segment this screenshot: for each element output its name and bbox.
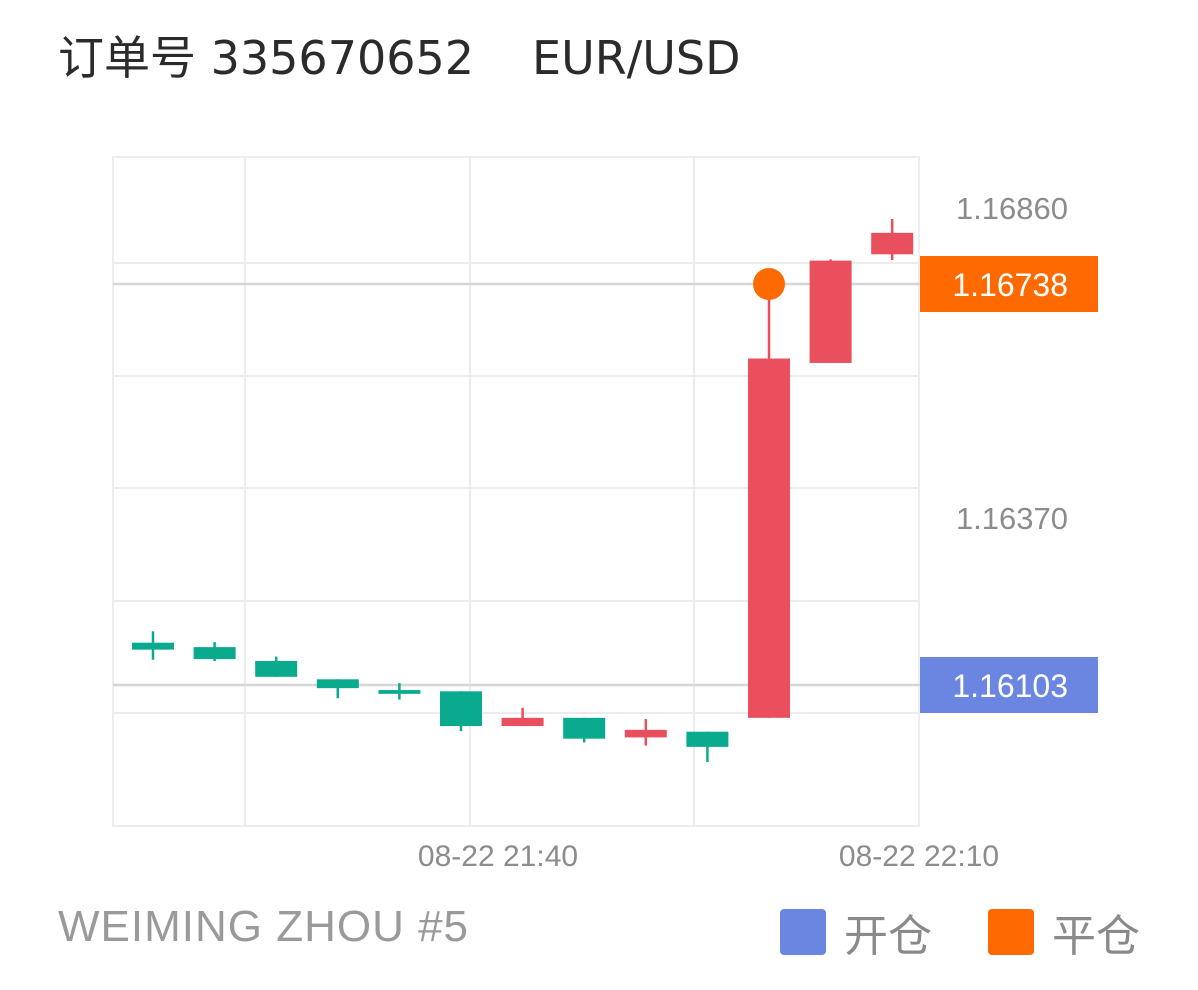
x-tick-label: 08-22 22:10: [839, 840, 999, 873]
candle-body: [563, 717, 606, 739]
candle-body: [316, 679, 359, 689]
candlestick-chart: 1.16860 1.16370 08-22 21:40 08-22 22:10 1.16…: [112, 156, 1098, 873]
symbol-label: EUR/USD: [532, 31, 741, 85]
candle-body: [378, 690, 421, 694]
close-price-label: 1.16738: [952, 267, 1068, 303]
legend: 开仓 平仓: [724, 900, 1140, 964]
candle-body: [871, 232, 914, 255]
price-markers: [753, 268, 785, 300]
candle-body: [193, 647, 236, 660]
candles: [132, 218, 914, 763]
legend-swatch-close: [988, 909, 1034, 955]
legend-swatch-open: [780, 909, 826, 955]
legend-item-close: 平仓: [988, 900, 1140, 964]
candle-body: [501, 717, 544, 727]
close-price-box: [920, 256, 1098, 312]
legend-item-open: 开仓: [780, 900, 932, 964]
plot-frame: [112, 156, 920, 827]
open-price-label: 1.16103: [952, 668, 1068, 704]
candle-body: [440, 691, 482, 727]
candle-body: [748, 358, 790, 718]
candle-body: [624, 729, 667, 738]
legend-label-open: 开仓: [844, 911, 932, 962]
candle-body: [809, 260, 852, 363]
axis-labels: 1.16860 1.16370 08-22 21:40 08-22 22:10 1.16…: [418, 191, 1098, 873]
legend-label-close: 平仓: [1052, 911, 1140, 962]
candle-body: [686, 731, 729, 747]
y-tick-label: 1.16370: [956, 501, 1068, 536]
y-tick-label: 1.16860: [956, 191, 1068, 226]
chart-header: 订单号 335670652 EUR/USD: [58, 28, 741, 88]
account-name: WEIMING ZHOU #5: [58, 902, 470, 951]
order-number: 订单号 335670652: [58, 31, 475, 85]
candle-body: [255, 661, 298, 677]
x-tick-label: 08-22 21:40: [418, 840, 578, 873]
close-marker-dot: [753, 268, 785, 300]
open-price-box: [920, 657, 1098, 713]
candle-body: [132, 642, 174, 650]
